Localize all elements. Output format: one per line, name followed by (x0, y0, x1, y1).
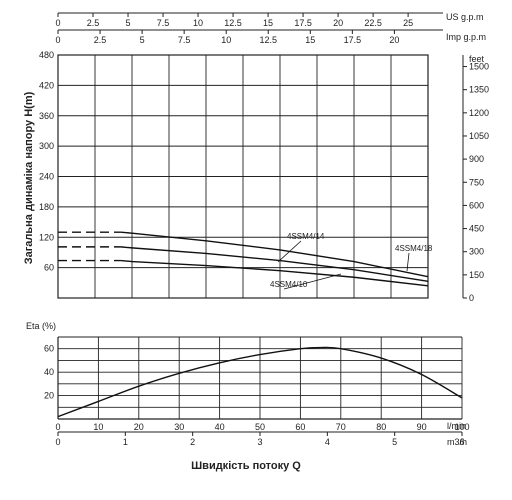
head-curve-4SSM4-14 (120, 246, 429, 282)
head-y-tick-label: 60 (44, 263, 54, 273)
series-label-4SSM4-14: 4SSM4/14 (287, 232, 325, 241)
us-gpm-tick-label: 17.5 (294, 18, 312, 28)
feet-tick-label: 0 (469, 293, 474, 303)
us-gpm-tick-label: 15 (263, 18, 273, 28)
series-label-4SSM4-18: 4SSM4/18 (395, 244, 433, 253)
head-chart: 6012018024030036042048001503004506007509… (39, 12, 489, 303)
imp-gpm-tick-label: 5 (140, 35, 145, 45)
imp-gpm-tick-label: 7.5 (178, 35, 191, 45)
us-gpm-tick-label: 10 (193, 18, 203, 28)
head-y-tick-label: 360 (39, 111, 54, 121)
feet-tick-label: 450 (469, 224, 484, 234)
efficiency-chart: 20 40 60 0 10 20 30 40 50 60 70 80 90 100 0 1 2 3 4 5 6 (44, 336, 470, 447)
lmin-tick-label: 50 (255, 422, 265, 432)
series-label-4SSM4-10: 4SSM4/10 (270, 280, 308, 289)
head-curve-4SSM4-10 (120, 259, 429, 287)
m3h-tick-label: 5 (392, 437, 397, 447)
flow-x-axis-label: Швидкість потоку Q (191, 460, 301, 472)
m3h-tick-label: 3 (257, 437, 262, 447)
us-gpm-tick-label: 20 (333, 18, 343, 28)
lmin-tick-label: 80 (376, 422, 386, 432)
m3h-tick-label: 6 (459, 437, 464, 447)
lmin-tick-label: 60 (295, 422, 305, 432)
imp-gpm-tick-label: 2.5 (94, 35, 107, 45)
feet-tick-label: 1350 (469, 85, 489, 95)
us-gpm-tick-label: 12.5 (224, 18, 242, 28)
us-gpm-tick-label: 25 (403, 18, 413, 28)
m3h-tick-label: 0 (55, 437, 60, 447)
lmin-tick-label: 20 (134, 422, 144, 432)
lmin-tick-label: 40 (215, 422, 225, 432)
lmin-tick-label: 90 (417, 422, 427, 432)
feet-tick-label: 600 (469, 200, 484, 210)
head-y-tick-label: 180 (39, 202, 54, 212)
lmin-tick-label: 10 (93, 422, 103, 432)
feet-tick-label: 1500 (469, 62, 489, 72)
us-gpm-tick-label: 2.5 (87, 18, 100, 28)
us-gpm-tick-label: 0 (55, 18, 60, 28)
us-gpm-tick-label: 5 (126, 18, 131, 28)
eta-axis-label: Eta (%) (26, 321, 56, 331)
us-gpm-tick-label: 7.5 (157, 18, 170, 28)
head-y-tick-label: 420 (39, 80, 54, 90)
head-y-tick-label: 120 (39, 232, 54, 242)
m3h-tick-label: 2 (190, 437, 195, 447)
series-leader-line (277, 240, 302, 263)
us-gpm-unit-label: US g.p.m (446, 12, 484, 22)
head-plot-frame (57, 54, 429, 299)
imp-gpm-tick-label: 20 (389, 35, 399, 45)
m3h-tick-label: 4 (325, 437, 330, 447)
series-leader-line (283, 273, 342, 290)
head-y-axis-label: Загальна динаміка напору H(m) (23, 91, 35, 264)
lmin-tick-label: 30 (174, 422, 184, 432)
lmin-unit-label: l/min (447, 421, 466, 431)
lmin-tick-label: 70 (336, 422, 346, 432)
feet-tick-label: 900 (469, 154, 484, 164)
eta-y-tick-label: 60 (44, 344, 54, 354)
imp-gpm-tick-label: 12.5 (259, 35, 277, 45)
feet-tick-label: 150 (469, 270, 484, 280)
feet-tick-label: 1050 (469, 131, 489, 141)
series-leader-line (406, 252, 410, 272)
imp-gpm-tick-label: 0 (55, 35, 60, 45)
imp-gpm-tick-label: 15 (305, 35, 315, 45)
imp-gpm-tick-label: 10 (221, 35, 231, 45)
imp-gpm-unit-label: Imp g.p.m (446, 32, 486, 42)
lmin-tick-label: 100 (454, 422, 469, 432)
imp-gpm-tick-label: 17.5 (344, 35, 362, 45)
eta-y-tick-label: 40 (44, 367, 54, 377)
us-gpm-tick-label: 22.5 (364, 18, 382, 28)
m3h-tick-label: 1 (123, 437, 128, 447)
head-y-tick-label: 480 (39, 50, 54, 60)
feet-tick-label: 750 (469, 177, 484, 187)
head-y-tick-label: 300 (39, 141, 54, 151)
head-curve-4SSM4-18 (120, 231, 429, 278)
feet-tick-label: 300 (469, 247, 484, 257)
eta-y-tick-label: 20 (44, 391, 54, 401)
head-y-tick-label: 240 (39, 172, 54, 182)
efficiency-curve (57, 346, 463, 418)
m3h-unit-label: m3/h (447, 437, 467, 447)
feet-unit-label: feet (469, 54, 485, 64)
lmin-tick-label: 0 (55, 422, 60, 432)
feet-tick-label: 1200 (469, 108, 489, 118)
